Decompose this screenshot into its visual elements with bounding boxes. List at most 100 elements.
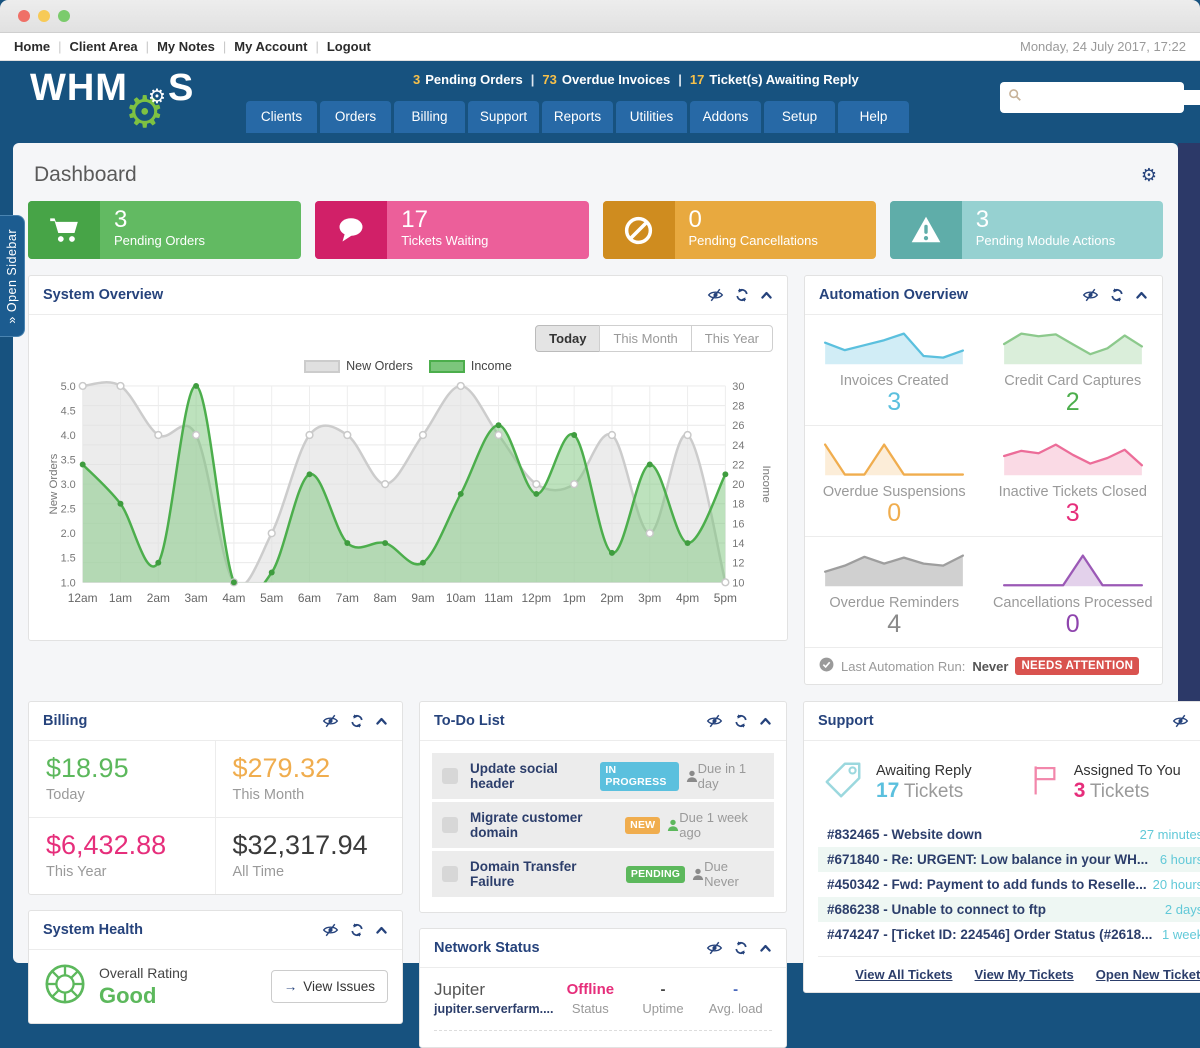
topbar-link-client-area[interactable]: Client Area	[70, 39, 138, 54]
tickets-awaiting-label[interactable]: Ticket(s) Awaiting Reply	[709, 72, 858, 87]
nav-tab-reports[interactable]: Reports	[542, 101, 613, 133]
needs-attention-badge[interactable]: NEEDS ATTENTION	[1015, 657, 1139, 675]
svg-text:5pm: 5pm	[714, 591, 737, 605]
open-sidebar-tab[interactable]: » Open Sidebar	[0, 215, 25, 337]
topbar-link-my-notes[interactable]: My Notes	[157, 39, 215, 54]
tickets-awaiting-count[interactable]: 17	[690, 72, 704, 87]
refresh-widget-icon[interactable]	[734, 941, 748, 955]
topbar-link-logout[interactable]: Logout	[327, 39, 371, 54]
collapse-widget-icon[interactable]	[375, 715, 388, 728]
automation-label: Invoices Created	[813, 373, 976, 389]
svg-text:4pm: 4pm	[676, 591, 699, 605]
collapse-widget-icon[interactable]	[1135, 289, 1148, 302]
collapse-widget-icon[interactable]	[759, 942, 772, 955]
divider: |	[528, 72, 538, 87]
todo-checkbox[interactable]	[442, 817, 458, 833]
close-window-button[interactable]	[18, 10, 30, 22]
dashboard-settings-gear-icon[interactable]: ⚙	[1141, 166, 1157, 184]
hide-widget-icon[interactable]	[1172, 714, 1189, 728]
refresh-widget-icon[interactable]	[1110, 288, 1124, 302]
view-my-tickets-link[interactable]: View My Tickets	[975, 967, 1074, 982]
due-date: Due Never	[704, 859, 764, 889]
assigned-to-you-stat[interactable]: Assigned To You 3 Tickets	[1028, 759, 1200, 806]
hide-widget-icon[interactable]	[322, 714, 339, 728]
range-button-today[interactable]: Today	[535, 325, 600, 352]
nav-tab-support[interactable]: Support	[468, 101, 539, 133]
ticket-time: 6 hours ago	[1154, 852, 1200, 867]
todo-checkbox[interactable]	[442, 866, 458, 882]
server-uptime-value: -	[627, 981, 700, 998]
logo-text: S	[168, 67, 194, 109]
minimize-window-button[interactable]	[38, 10, 50, 22]
stat-label: Pending Module Actions	[976, 233, 1149, 248]
collapse-widget-icon[interactable]	[760, 289, 773, 302]
svg-text:1am: 1am	[109, 591, 132, 605]
zoom-window-button[interactable]	[58, 10, 70, 22]
awaiting-reply-stat[interactable]: Awaiting Reply 17 Tickets	[822, 759, 1028, 806]
ticket-row[interactable]: #450342 - Fwd: Payment to add funds to R…	[818, 872, 1200, 897]
todo-item[interactable]: Update social header IN PROGRESS Due in …	[432, 753, 774, 799]
new-orders-swatch	[304, 360, 340, 373]
collapse-widget-icon[interactable]	[759, 715, 772, 728]
nav-tab-clients[interactable]: Clients	[246, 101, 317, 133]
support-panel: Support Awaiting Reply	[803, 701, 1200, 993]
range-button-this-month[interactable]: This Month	[599, 325, 691, 352]
overdue-invoices-count[interactable]: 73	[542, 72, 556, 87]
automation-value: 2	[992, 389, 1155, 416]
nav-tab-help[interactable]: Help	[838, 101, 909, 133]
refresh-widget-icon[interactable]	[734, 714, 748, 728]
hide-widget-icon[interactable]	[706, 941, 723, 955]
main-nav: Clients Orders Billing Support Reports U…	[246, 101, 912, 133]
pending-orders-label[interactable]: Pending Orders	[425, 72, 523, 87]
check-circle-icon	[819, 657, 834, 675]
search-input[interactable]	[1028, 90, 1200, 105]
nav-tab-setup[interactable]: Setup	[764, 101, 835, 133]
automation-cell-overdue-suspensions: Overdue Suspensions 0	[805, 426, 984, 537]
sparkline	[819, 436, 969, 480]
todo-list-panel: To-Do List Update social header IN PROGR…	[419, 701, 787, 913]
search-icon	[1008, 88, 1022, 107]
hide-widget-icon[interactable]	[322, 923, 339, 937]
todo-checkbox[interactable]	[442, 768, 458, 784]
range-button-this-year[interactable]: This Year	[691, 325, 773, 352]
nav-tab-orders[interactable]: Orders	[320, 101, 391, 133]
panel-title: System Overview	[43, 287, 163, 303]
overdue-invoices-label[interactable]: Overdue Invoices	[562, 72, 670, 87]
ticket-row[interactable]: #671840 - Re: URGENT: Low balance in you…	[818, 847, 1200, 872]
server-name: Jupiter	[434, 980, 554, 1000]
hide-widget-icon[interactable]	[707, 288, 724, 302]
refresh-widget-icon[interactable]	[735, 288, 749, 302]
nav-tab-addons[interactable]: Addons	[690, 101, 761, 133]
support-stat-label: Assigned To You	[1074, 763, 1181, 779]
ticket-row[interactable]: #474247 - [Ticket ID: 224546] Order Stat…	[818, 922, 1200, 947]
todo-item[interactable]: Domain Transfer Failure PENDING Due Neve…	[432, 851, 774, 897]
refresh-widget-icon[interactable]	[350, 923, 364, 937]
svg-text:Income: Income	[760, 465, 772, 502]
hide-widget-icon[interactable]	[706, 714, 723, 728]
sparkline	[819, 325, 969, 369]
pending-orders-count[interactable]: 3	[413, 72, 420, 87]
hide-widget-icon[interactable]	[1082, 288, 1099, 302]
view-issues-button[interactable]: →View Issues	[271, 970, 388, 1003]
whmcs-logo[interactable]: WHM⚙⚙S	[30, 67, 194, 110]
automation-label: Overdue Suspensions	[813, 484, 976, 500]
svg-text:10am: 10am	[446, 591, 476, 605]
todo-item[interactable]: Migrate customer domain NEW Due 1 week a…	[432, 802, 774, 848]
nav-tab-billing[interactable]: Billing	[394, 101, 465, 133]
open-new-ticket-link[interactable]: Open New Ticket	[1096, 967, 1200, 982]
collapse-widget-icon[interactable]	[375, 924, 388, 937]
nav-tab-utilities[interactable]: Utilities	[616, 101, 687, 133]
svg-text:3.5: 3.5	[61, 455, 76, 467]
refresh-widget-icon[interactable]	[350, 714, 364, 728]
view-all-tickets-link[interactable]: View All Tickets	[855, 967, 952, 982]
topbar-link-home[interactable]: Home	[14, 39, 50, 54]
support-stat-value: 3	[1074, 779, 1086, 802]
topbar-link-my-account[interactable]: My Account	[234, 39, 307, 54]
